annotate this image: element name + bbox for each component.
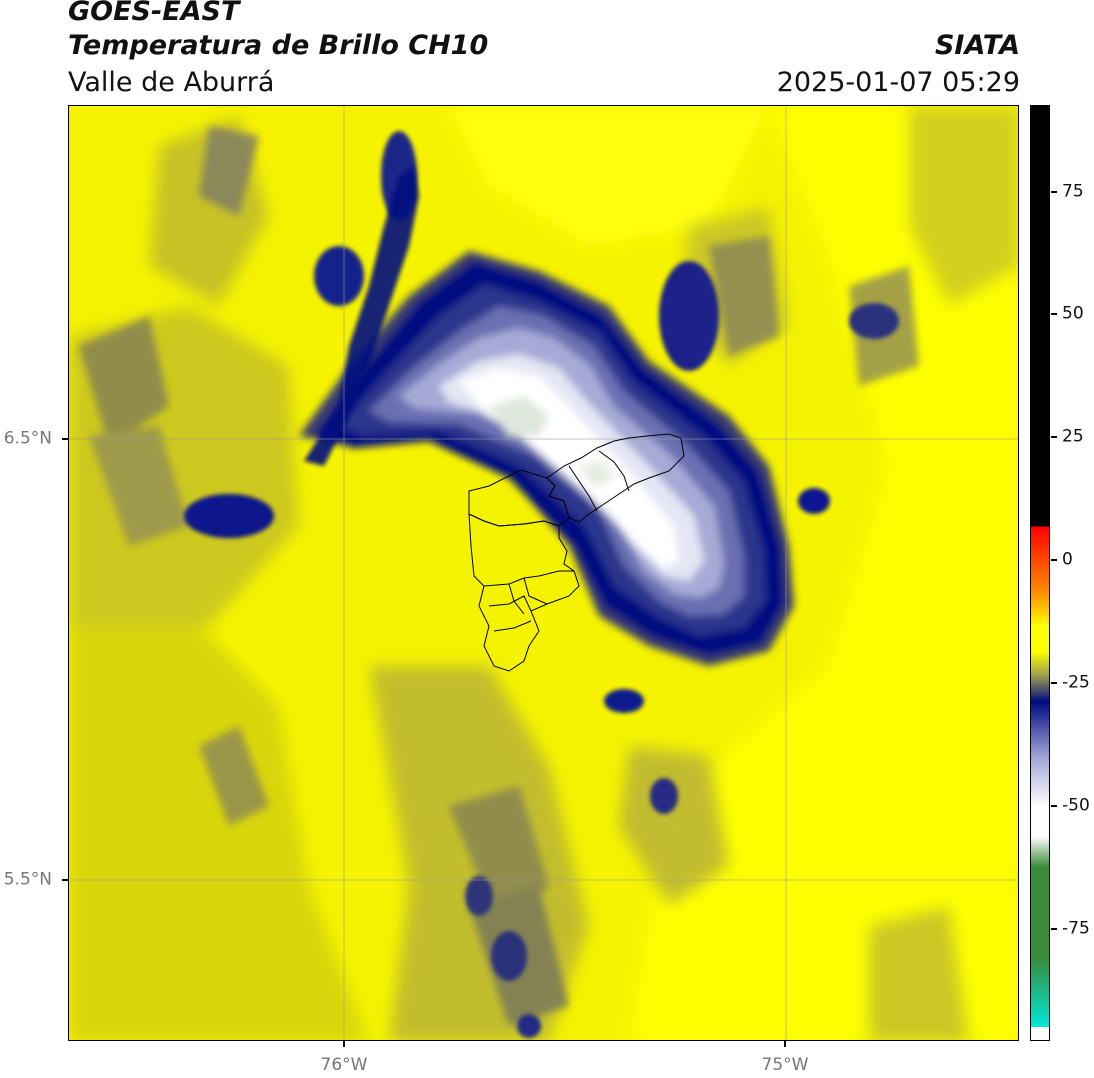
lat-label-5-5: 5.5°N xyxy=(3,869,52,890)
colorbar-label-neg75: -75 xyxy=(1062,918,1090,939)
organization-label: SIATA xyxy=(934,30,1020,61)
colorbar-tick-neg25 xyxy=(1051,682,1057,684)
colorbar-label-50: 50 xyxy=(1062,303,1084,324)
municipal-boundaries xyxy=(468,433,685,672)
lon-tick-75 xyxy=(784,1041,786,1047)
warm-yellow-region xyxy=(449,106,1018,1040)
colorbar-label-25: 25 xyxy=(1062,426,1084,447)
lat-label-6-5: 6.5°N xyxy=(3,428,52,449)
cloud-arm-northwest xyxy=(304,166,419,466)
colorbar-tick-50 xyxy=(1051,313,1057,315)
colorbar-tick-25 xyxy=(1051,436,1057,438)
colorbar-tick-neg50 xyxy=(1051,805,1057,807)
lon-tick-76 xyxy=(343,1041,345,1047)
lat-tick-6-5 xyxy=(62,438,68,440)
brightness-temperature-map[interactable] xyxy=(68,105,1019,1041)
map-canvas xyxy=(69,106,1018,1040)
satellite-title: GOES-EAST xyxy=(68,0,240,27)
colorbar-fill xyxy=(1031,106,1049,1040)
colorbar-label-75: 75 xyxy=(1062,181,1084,202)
colorbar-label-neg25: -25 xyxy=(1062,672,1090,693)
region-subtitle: Valle de Aburrá xyxy=(68,67,275,98)
temperature-colorbar xyxy=(1030,105,1050,1041)
gridlines xyxy=(69,106,1018,1040)
colorbar-tick-75 xyxy=(1051,191,1057,193)
product-title: Temperatura de Brillo CH10 xyxy=(68,30,489,61)
colorbar-label-neg50: -50 xyxy=(1062,795,1090,816)
colorbar-gradient xyxy=(1031,106,1049,1040)
timestamp-label: 2025-01-07 05:29 xyxy=(776,67,1020,98)
colorbar-tick-0 xyxy=(1051,559,1057,561)
cold-cloud-cells xyxy=(184,131,899,1038)
colorbar-tick-neg75 xyxy=(1051,928,1057,930)
colorbar-label-0: 0 xyxy=(1062,549,1073,570)
lon-label-76: 76°W xyxy=(320,1055,368,1075)
lat-tick-5-5 xyxy=(62,879,68,881)
convective-cloud xyxy=(299,251,794,666)
lon-label-75: 75°W xyxy=(761,1055,809,1075)
